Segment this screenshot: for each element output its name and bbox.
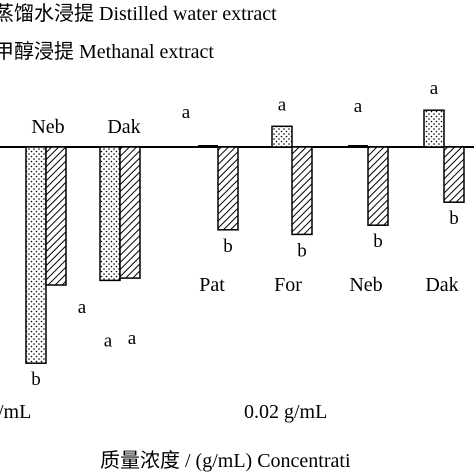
bar-methanol-6 [443,146,465,203]
legend: 蒸馏水浸提 Distilled water extract 甲醇浸提 Metha… [0,2,277,63]
significance-label-distilled-2: a [104,330,113,351]
category-label-5: Neb [349,274,382,296]
bar-distilled-2 [99,146,121,282]
bars-layer [25,109,465,364]
bar-distilled-3 [198,145,218,148]
significance-label-methanol-4: b [297,240,307,261]
bar-methanol-3 [217,146,239,231]
significance-label-distilled-3: a [182,102,191,123]
bar-methanol-4 [291,146,313,236]
significance-label-methanol-5: b [373,231,383,252]
significance-label-methanol-6: b [449,208,459,229]
bar-methanol-2 [119,146,141,279]
category-label-4: For [274,274,302,296]
group-label-2: 0.02 g/mL [244,401,327,423]
category-label-2: Dak [107,116,140,138]
bar-distilled-6 [423,109,445,148]
legend-entry-distilled: 蒸馏水浸提 Distilled water extract [0,2,277,25]
significance-label-methanol-2: a [128,328,137,349]
significance-label-methanol-1: a [78,297,87,318]
significance-label-methanol-3: b [223,236,233,257]
category-label-1: Neb [31,116,64,138]
bar-distilled-1 [25,146,47,364]
bar-distilled-5 [348,145,368,148]
significance-label-distilled-6: a [430,78,439,99]
category-label-6: Dak [425,274,458,296]
group-label-1: /mL [0,401,31,423]
legend-entry-methanol: 甲醇浸提 Methanal extract [0,40,214,63]
significance-label-distilled-1: b [31,369,41,390]
significance-label-distilled-5: a [354,96,363,117]
significance-label-distilled-4: a [278,94,287,115]
category-label-3: Pat [199,274,225,296]
bar-distilled-4 [271,125,293,148]
bar-methanol-5 [367,146,389,226]
bar-methanol-1 [45,146,67,286]
x-axis-title: 质量浓度 / (g/mL) Concentrati [100,449,351,472]
